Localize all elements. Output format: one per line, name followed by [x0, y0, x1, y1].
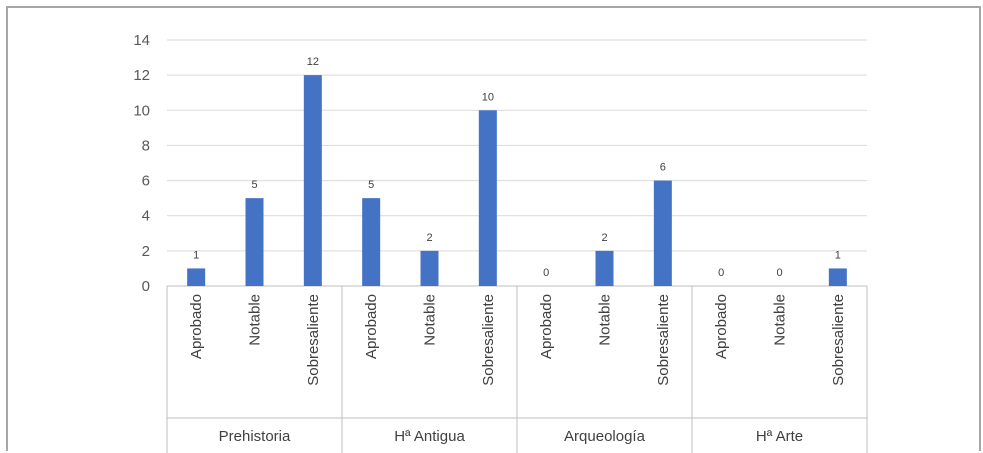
bar: [828, 268, 847, 286]
data-label: 5: [368, 179, 374, 191]
group-label: Hª Arte: [756, 428, 803, 445]
bar: [187, 268, 206, 286]
data-label: 5: [251, 179, 257, 191]
group-label: Arqueología: [564, 428, 646, 445]
y-tick-label: 14: [133, 32, 150, 49]
y-tick-label: 2: [142, 243, 150, 260]
data-label: 10: [482, 91, 494, 103]
y-tick-label: 8: [142, 137, 150, 154]
data-label: 12: [307, 56, 319, 68]
bar: [420, 250, 439, 286]
category-label: Notable: [772, 294, 789, 346]
y-tick-label: 4: [142, 208, 150, 225]
category-label: Aprobado: [538, 294, 555, 359]
bar: [478, 110, 497, 287]
bar: [362, 198, 381, 286]
data-label: 6: [660, 162, 666, 174]
category-label: Aprobado: [188, 294, 205, 359]
data-label: 1: [193, 249, 199, 261]
y-tick-label: 6: [142, 173, 150, 190]
y-tick-label: 10: [133, 102, 150, 119]
bar: [595, 250, 614, 286]
bar: [245, 198, 264, 286]
y-tick-label: 12: [133, 67, 150, 84]
category-label: Aprobado: [363, 294, 380, 359]
category-label: Sobresaliente: [480, 294, 497, 386]
data-label: 2: [426, 232, 432, 244]
category-label: Sobresaliente: [655, 294, 672, 386]
group-label: Prehistoria: [219, 428, 291, 445]
category-label: Notable: [247, 294, 264, 346]
y-tick-label: 0: [142, 278, 150, 295]
category-label: Sobresaliente: [305, 294, 322, 386]
data-label: 0: [776, 267, 782, 279]
bar: [303, 75, 322, 287]
data-label: 0: [718, 267, 724, 279]
category-label: Notable: [422, 294, 439, 346]
data-label: 0: [543, 267, 549, 279]
group-label: Hª Antigua: [394, 428, 465, 445]
category-label: Notable: [597, 294, 614, 346]
category-label: Sobresaliente: [830, 294, 847, 386]
data-label: 2: [601, 232, 607, 244]
data-label: 1: [835, 249, 841, 261]
category-label: Aprobado: [713, 294, 730, 359]
bar: [653, 180, 672, 286]
